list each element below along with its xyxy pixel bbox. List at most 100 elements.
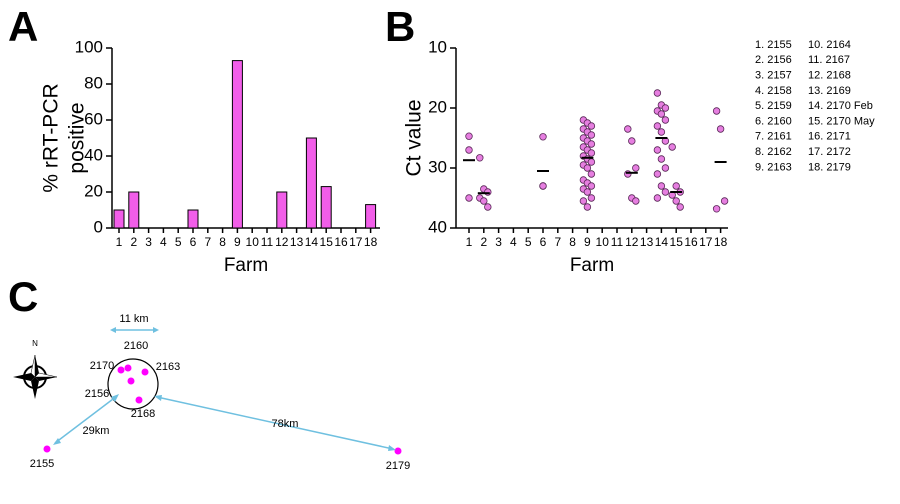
panel-label: B <box>385 3 415 50</box>
x-tick-label: 10 <box>596 235 610 249</box>
data-point <box>672 197 680 205</box>
arrowhead <box>110 327 116 333</box>
arrowhead <box>53 438 61 445</box>
key-entry: 13. 2169 <box>808 85 851 97</box>
key-entry: 17. 2172 <box>808 146 851 158</box>
site-label: 2160 <box>124 340 148 352</box>
data-point <box>657 182 666 190</box>
data-point <box>579 197 588 205</box>
y-tick-label: 40 <box>84 145 103 164</box>
key-entry: 7. 2161 <box>755 131 792 143</box>
data-point <box>587 149 596 157</box>
y-axis-label: positive <box>66 102 89 173</box>
site-label: 2170 <box>90 360 114 372</box>
key-entry: 2. 2156 <box>755 54 792 66</box>
y-tick-label: 30 <box>428 157 447 176</box>
data-point <box>587 131 596 139</box>
data-point <box>624 170 632 178</box>
site-dot <box>141 368 149 376</box>
x-tick-label: 12 <box>275 235 289 249</box>
data-point <box>484 203 492 211</box>
x-tick-label: 18 <box>364 235 378 249</box>
data-point <box>716 125 725 133</box>
compass <box>13 354 58 399</box>
data-point <box>720 197 729 205</box>
x-tick-label: 11 <box>611 235 624 249</box>
data-point <box>653 89 662 97</box>
x-tick-label: 4 <box>510 235 517 249</box>
data-point <box>653 146 662 154</box>
data-point <box>624 125 632 133</box>
arrowhead <box>154 395 162 401</box>
key-entry: 15. 2170 May <box>808 115 875 127</box>
y-tick-label: 100 <box>75 37 103 56</box>
y-tick-label: 20 <box>428 97 447 116</box>
site-label: 2179 <box>386 460 410 472</box>
key-entry: 11. 2167 <box>808 54 850 66</box>
x-tick-label: 16 <box>684 235 698 249</box>
x-tick-label: 5 <box>175 235 182 249</box>
data-point <box>587 140 596 148</box>
site-dot <box>394 447 402 455</box>
data-point <box>583 188 592 196</box>
data-point <box>661 164 670 172</box>
bar <box>128 191 140 229</box>
data-point <box>587 158 596 166</box>
site-dot <box>117 366 125 374</box>
key-entry: 18. 2179 <box>808 161 851 173</box>
x-axis-label: Farm <box>570 255 614 276</box>
x-tick-label: 4 <box>160 235 167 249</box>
site-dot <box>127 377 135 385</box>
x-tick-label: 9 <box>234 235 241 249</box>
data-point <box>583 164 592 172</box>
x-tick-label: 1 <box>116 235 123 249</box>
data-point <box>476 154 484 162</box>
key-entry: 5. 2159 <box>755 100 792 112</box>
x-tick-label: 6 <box>190 235 197 249</box>
bar <box>276 191 288 229</box>
data-point <box>587 194 596 202</box>
key-entry: 14. 2170 Feb <box>808 100 873 112</box>
map: 11 km 2160 2170 2163 2156 2168 2155 2179… <box>13 313 410 472</box>
x-tick-label: 13 <box>290 235 304 249</box>
cluster-circle <box>107 358 159 410</box>
north-label: N <box>32 339 38 348</box>
data-point <box>661 116 670 124</box>
x-tick-label: 14 <box>305 235 319 249</box>
arrowhead <box>388 445 396 451</box>
key-entry: 1. 2155 <box>755 39 792 51</box>
data-point <box>465 194 473 202</box>
x-tick-label: 8 <box>219 235 226 249</box>
data-point <box>676 203 684 211</box>
x-tick-label: 15 <box>670 235 684 249</box>
x-tick-label: 12 <box>625 235 639 249</box>
key-entry: 3. 2157 <box>755 70 792 82</box>
x-tick-label: 3 <box>145 235 152 249</box>
panel-label: C <box>8 273 38 320</box>
site-dot <box>43 445 51 453</box>
x-tick-label: 7 <box>204 235 211 249</box>
data-point <box>712 205 721 213</box>
distance-arrow <box>156 396 394 450</box>
site-label: 2155 <box>30 458 54 470</box>
site-label: 2168 <box>131 408 155 420</box>
bar <box>320 186 332 229</box>
key-entry: 10. 2164 <box>808 39 851 51</box>
x-tick-label: 18 <box>714 235 728 249</box>
x-tick-label: 16 <box>334 235 348 249</box>
data-point <box>672 182 680 190</box>
y-tick-label: 60 <box>84 109 103 128</box>
x-tick-label: 13 <box>640 235 654 249</box>
data-point <box>657 110 666 118</box>
data-point <box>653 122 662 130</box>
bar <box>365 204 377 229</box>
x-tick-label: 7 <box>554 235 561 249</box>
data-point <box>661 188 670 196</box>
x-tick-label: 10 <box>246 235 260 249</box>
x-tick-label: 5 <box>525 235 532 249</box>
y-tick-label: 10 <box>428 37 447 56</box>
data-point <box>465 146 473 154</box>
data-point <box>583 203 592 211</box>
x-axis-label: Farm <box>224 255 268 276</box>
